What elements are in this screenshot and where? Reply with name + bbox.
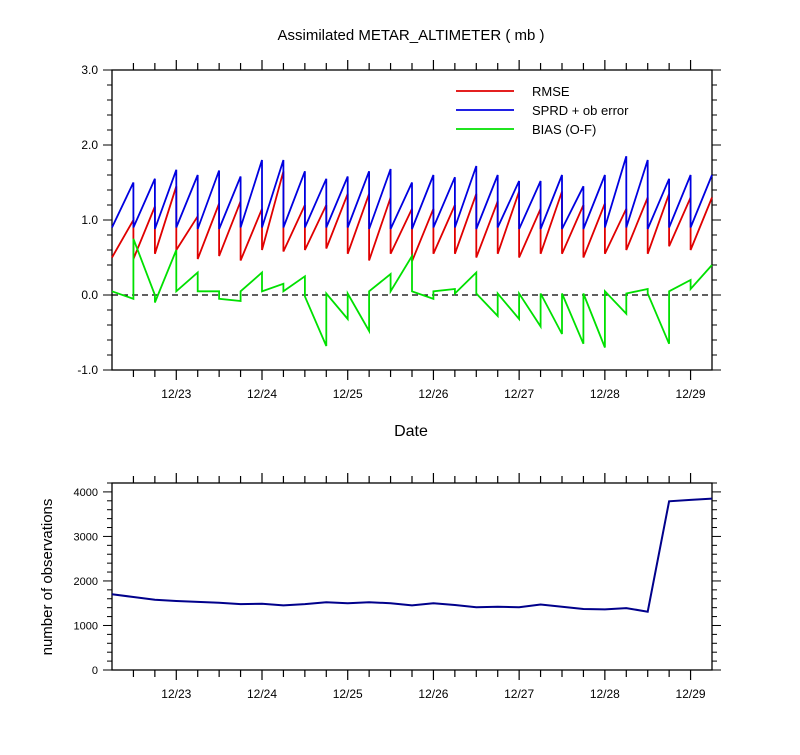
x-tick-label: 12/23 (161, 387, 191, 401)
series-line-bias-o-f (111, 238, 713, 348)
chart-title: Assimilated METAR_ALTIMETER ( mb ) (278, 27, 545, 44)
x-tick-label: 12/27 (504, 387, 534, 401)
x-tick-label: 12/25 (333, 387, 363, 401)
x-tick-label: 12/29 (676, 687, 706, 701)
series-line-observations (111, 497, 713, 613)
x-tick-label: 12/23 (161, 687, 191, 701)
y-tick-label: 1.0 (81, 213, 98, 227)
legend-label: RMSE (532, 84, 570, 99)
x-tick-label: 12/28 (590, 687, 620, 701)
y-tick-label: 3000 (74, 531, 98, 543)
legend: RMSE SPRD + ob error BIAS (O-F) (456, 84, 629, 137)
y-tick-label: 3.0 (81, 63, 98, 77)
x-axis-label: Date (394, 423, 428, 440)
y-axis-label: number of observations (39, 499, 56, 656)
y-tick-label: 2.0 (81, 138, 98, 152)
bottom-plot: number of observations 4000 3000 2000 1000 0… (39, 473, 721, 701)
y-tick-label: -1.0 (77, 363, 98, 377)
y-tick-label: 2000 (74, 576, 98, 588)
legend-label: BIAS (O-F) (532, 122, 596, 137)
y-tick-label: 0 (92, 665, 98, 677)
bottom-plot-area: 4000 3000 2000 1000 0 12/23 12/24 12/25 12/26 12/… (74, 473, 721, 701)
x-tick-label: 12/28 (590, 387, 620, 401)
x-tick-label: 12/24 (247, 387, 277, 401)
x-tick-label: 12/27 (504, 687, 534, 701)
x-tick-label: 12/25 (333, 687, 363, 701)
x-tick-label: 12/29 (676, 387, 706, 401)
plot-frame (111, 482, 713, 671)
x-tick-label: 12/26 (418, 687, 448, 701)
x-tick-label: 12/26 (418, 387, 448, 401)
y-tick-label: 4000 (74, 487, 98, 499)
legend-label: SPRD + ob error (532, 103, 629, 118)
series-line-sprd-ob-error (111, 156, 713, 230)
top-plot: Assimilated METAR_ALTIMETER ( mb ) Date … (77, 27, 721, 440)
y-tick-label: 0.0 (81, 288, 98, 302)
top-plot-area: 3.0 2.0 1.0 0.0 -1.0 12/23 12/24 12/25 12/26 12/2… (77, 60, 721, 401)
x-tick-label: 12/24 (247, 687, 277, 701)
y-tick-label: 1000 (74, 620, 98, 632)
